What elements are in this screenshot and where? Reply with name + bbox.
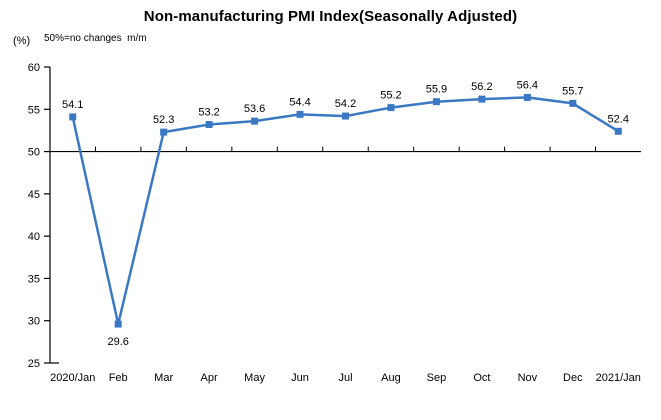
data-label: 55.2 — [380, 90, 401, 102]
y-axis-labels: 25 30 35 40 45 50 55 60 — [28, 62, 40, 370]
baseline-note: 50%=no changes m/m — [44, 33, 147, 44]
y-tick-label: 60 — [28, 62, 40, 74]
data-label: 55.7 — [562, 85, 583, 97]
x-tick-label: Sep — [427, 372, 447, 384]
data-point — [251, 117, 259, 125]
x-tick-label: Feb — [109, 372, 128, 384]
data-point — [614, 127, 622, 135]
data-point — [432, 98, 440, 106]
data-point — [296, 110, 304, 118]
y-tick-label: 30 — [28, 316, 40, 328]
data-label: 52.4 — [608, 113, 629, 125]
data-point — [523, 93, 531, 101]
y-tick-label: 50 — [28, 147, 40, 159]
axes — [44, 66, 641, 364]
y-tick-label: 55 — [28, 104, 40, 116]
x-tick-label: Mar — [154, 372, 173, 384]
y-tick-label: 45 — [28, 189, 40, 201]
data-point — [342, 112, 349, 120]
pmi-series: 54.1 29.6 52.3 53.2 53.6 54.4 54.2 55.2 55.9 56.2… — [62, 79, 629, 348]
x-tick-label: Dec — [563, 372, 583, 384]
data-label: 52.3 — [153, 114, 174, 126]
data-point — [569, 99, 577, 107]
data-point — [160, 128, 168, 136]
x-tick-label: Jul — [338, 372, 352, 384]
data-point — [114, 320, 122, 328]
data-point — [69, 113, 77, 121]
data-point — [205, 121, 213, 129]
x-tick-label: Nov — [518, 372, 538, 384]
data-label: 54.4 — [289, 96, 310, 108]
y-tick-label: 40 — [28, 231, 40, 243]
x-axis-labels: 2020/Jan Feb Mar Apr May Jun Jul Aug Sep Oct Nov De… — [50, 372, 641, 384]
data-label: 55.9 — [426, 84, 447, 96]
x-tick-label: Jun — [291, 372, 309, 384]
data-label: 54.2 — [335, 98, 356, 110]
data-label: 56.2 — [471, 81, 492, 93]
data-label: 56.4 — [517, 79, 538, 91]
chart-title: Non-manufacturing PMI Index(Seasonally A… — [143, 8, 518, 25]
data-label: 29.6 — [107, 336, 128, 348]
x-tick-label: Aug — [381, 372, 401, 384]
x-tick-label: Apr — [201, 372, 218, 384]
x-tick-label: 2020/Jan — [50, 372, 95, 384]
data-label: 53.6 — [244, 103, 265, 115]
pmi-line — [71, 96, 620, 326]
x-tick-label: Oct — [473, 372, 490, 384]
data-point — [478, 95, 486, 103]
y-axis-unit-label: (%) — [13, 35, 30, 47]
x-tick-label: 2021/Jan — [596, 372, 641, 384]
data-point — [387, 104, 395, 112]
y-tick-label: 25 — [28, 358, 40, 370]
y-tick-label: 35 — [28, 273, 40, 285]
data-label: 53.2 — [198, 107, 219, 119]
x-tick-label: May — [244, 372, 265, 384]
data-label: 54.1 — [62, 99, 83, 111]
